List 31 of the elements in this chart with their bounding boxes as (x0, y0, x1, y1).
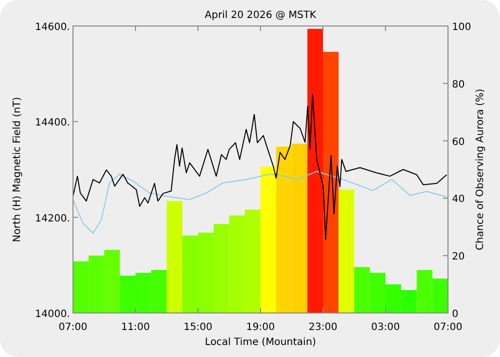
x-tick-label: 07:00 (58, 322, 88, 333)
x-tick-label: 11:00 (121, 322, 150, 333)
y-tick-label: 14600. (35, 22, 70, 33)
bar (323, 52, 339, 313)
y-tick-label: 14200. (35, 213, 70, 224)
bar (307, 28, 323, 313)
y-tick-label: 14000. (35, 309, 70, 320)
line-series (72, 94, 448, 240)
y2-axis-title: Chance of Observing Aurora (%) (475, 88, 486, 250)
y2-tick-label: 40 (452, 194, 465, 206)
x-tick-label: 03:00 (371, 322, 400, 333)
x-tick-label: 07:00 (434, 322, 462, 333)
bar (416, 270, 432, 313)
y-tick-label: 14400. (35, 118, 70, 129)
y2-tick-label: 20 (452, 252, 465, 263)
chart-title: April 20 2026 @ MSTK (204, 10, 317, 21)
x-tick-label: 19:00 (246, 322, 275, 333)
y-axis-title: North (H) Magnetic Field (nT) (12, 96, 23, 242)
bar (260, 166, 276, 313)
x-tick-label: 15:00 (184, 322, 212, 333)
x-tick-label: 23:00 (308, 322, 338, 333)
y2-tick-label: 0 (452, 309, 458, 320)
bar (338, 190, 354, 313)
y2-tick-label: 100 (452, 22, 472, 33)
x-axis-title: Local Time (Mountain) (204, 337, 316, 348)
line-series (72, 170, 447, 234)
y2-tick-label: 80 (452, 79, 465, 90)
bar (166, 201, 182, 313)
bar (432, 278, 448, 313)
bar (214, 224, 230, 313)
y2-tick-label: 60 (452, 136, 465, 148)
